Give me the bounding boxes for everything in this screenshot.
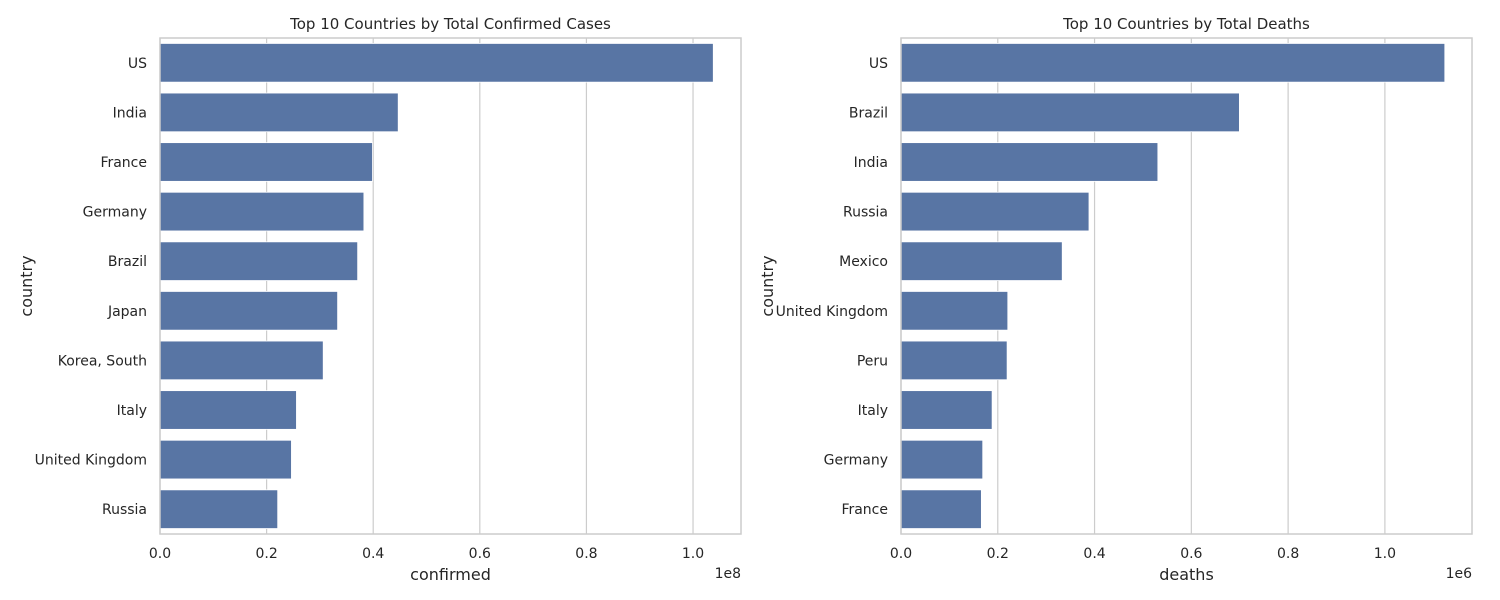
x-tick-label: 0.0 bbox=[890, 546, 912, 562]
y-tick-label: Mexico bbox=[839, 254, 888, 270]
y-tick-label: India bbox=[854, 155, 888, 171]
y-tick-label: United Kingdom bbox=[35, 453, 147, 469]
y-tick-label: Italy bbox=[117, 403, 147, 419]
x-tick-label: 0.8 bbox=[1277, 546, 1299, 562]
x-tick-label: 0.6 bbox=[469, 546, 491, 562]
bar bbox=[900, 439, 984, 480]
x-tick-label: 1.0 bbox=[1374, 546, 1396, 562]
confirmed-cases-chart: 0.0 0.2 0.4 0.6 0.8 1.0 US India France Germany Br… bbox=[17, 15, 742, 584]
bar bbox=[900, 291, 1009, 331]
y-tick-label: France bbox=[841, 502, 888, 518]
bar bbox=[900, 191, 1090, 232]
deaths-chart: 0.0 0.2 0.4 0.6 0.8 1.0 US Brazil India Russia Mex… bbox=[758, 15, 1473, 584]
y-tick-label: Korea, South bbox=[58, 353, 147, 369]
x-tick-label: 0.4 bbox=[1083, 546, 1105, 562]
x-axis-label: confirmed bbox=[410, 565, 491, 584]
y-tick-label: US bbox=[869, 56, 888, 72]
y-tick-label: Russia bbox=[102, 502, 147, 518]
x-tick-label: 0.8 bbox=[575, 546, 597, 562]
bar bbox=[159, 43, 714, 83]
y-tick-label: India bbox=[113, 105, 147, 121]
x-tick-label: 0.4 bbox=[362, 546, 384, 562]
y-tick-label: Peru bbox=[857, 353, 888, 369]
axis-offset-label: 1e6 bbox=[1446, 566, 1473, 582]
chart-title: Top 10 Countries by Total Deaths bbox=[1062, 15, 1310, 33]
x-tick-label: 0.2 bbox=[255, 546, 277, 562]
bar bbox=[159, 92, 399, 133]
bar bbox=[159, 291, 339, 331]
x-tick-label: 0.6 bbox=[1180, 546, 1202, 562]
y-tick-label: Brazil bbox=[108, 254, 147, 270]
y-tick-label: Russia bbox=[843, 205, 888, 221]
y-tick-label: Germany bbox=[824, 453, 888, 469]
bar bbox=[900, 142, 1159, 182]
x-tick-label: 1.0 bbox=[682, 546, 704, 562]
axis-offset-label: 1e8 bbox=[715, 566, 741, 582]
x-tick-label: 0.2 bbox=[987, 546, 1009, 562]
bar bbox=[159, 142, 373, 182]
bar bbox=[159, 340, 324, 381]
y-tick-label: Germany bbox=[83, 205, 147, 221]
bar bbox=[159, 390, 297, 430]
bar bbox=[159, 241, 359, 281]
bar bbox=[900, 241, 1063, 281]
bar bbox=[900, 92, 1240, 133]
y-tick-label: Japan bbox=[107, 304, 147, 320]
x-axis-label: deaths bbox=[1159, 565, 1214, 584]
y-tick-label: Brazil bbox=[849, 105, 888, 121]
bar bbox=[159, 439, 292, 480]
y-tick-label: US bbox=[128, 56, 147, 72]
y-tick-label: United Kingdom bbox=[776, 304, 888, 320]
bar bbox=[900, 43, 1446, 83]
bar bbox=[159, 191, 365, 232]
x-tick-label: 0.0 bbox=[149, 546, 171, 562]
plot-frame bbox=[900, 37, 1473, 535]
bar bbox=[900, 390, 993, 430]
y-axis-label: country bbox=[17, 255, 36, 316]
chart-title: Top 10 Countries by Total Confirmed Case… bbox=[289, 15, 611, 33]
plot-frame bbox=[159, 37, 742, 535]
y-axis-label: country bbox=[758, 255, 777, 316]
bar bbox=[159, 489, 279, 529]
bar bbox=[900, 340, 1008, 381]
bar bbox=[900, 489, 982, 529]
y-tick-label: Italy bbox=[858, 403, 888, 419]
y-tick-label: France bbox=[100, 155, 147, 171]
